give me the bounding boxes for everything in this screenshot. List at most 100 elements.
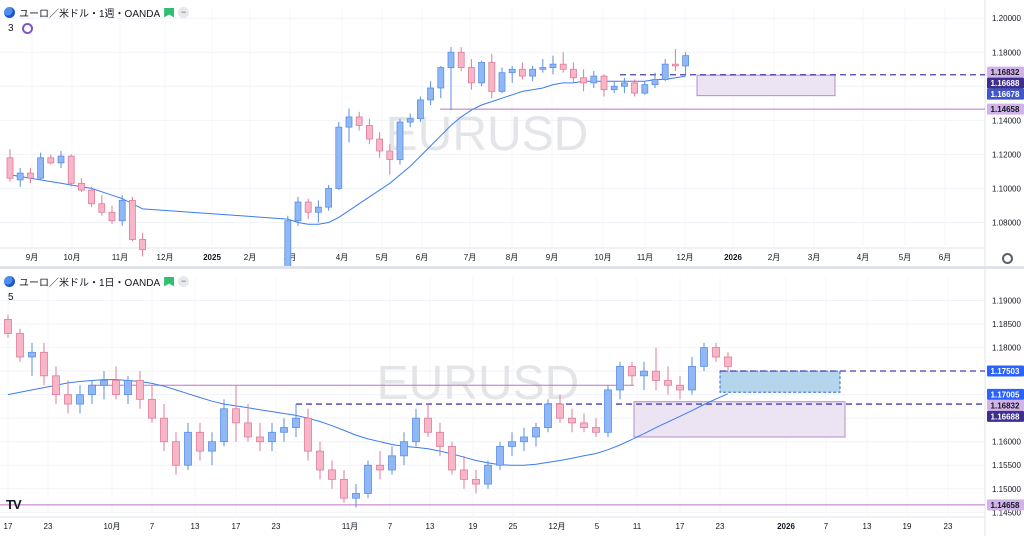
symbol-watermark: EURUSD [377,357,580,410]
time-tick-label: 11月 [637,253,653,262]
candle-body [208,441,216,452]
time-tick-label: 10月 [595,253,612,262]
time-tick-label: 7 [388,522,393,531]
candle-body [16,172,24,181]
candle-body [472,478,480,485]
price-label-text: 1.16832 [991,401,1020,410]
candle-body [488,62,496,92]
candle-body [508,441,516,447]
price-tick-label: 1.18000 [992,48,1021,57]
collapse-icon[interactable]: − [178,7,190,18]
time-tick-label: 10月 [104,522,121,531]
candle-body [437,67,445,89]
weekly-chart-svg[interactable]: 1.200001.180001.160001.140001.120001.100… [0,0,1024,267]
time-tick-label: 5 [595,522,600,531]
candle-body [580,422,588,428]
candle-body [460,469,468,480]
candle-body [424,417,432,433]
candle-body [457,51,465,68]
price-label-badge [987,66,1024,78]
candle-body [508,68,516,74]
eurusd-flag-icon [4,7,15,18]
time-tick-label: 5月 [899,253,911,262]
candle-body [388,455,396,471]
time-tick-label: 23 [272,522,281,531]
candle-body [136,380,144,400]
time-tick-label: 7 [824,522,829,531]
daily-chart-pane[interactable]: 1.190001.185001.180001.175001.170001.165… [0,269,1024,536]
daily-indicator-count[interactable]: 5 [8,292,14,303]
market-status-icon [164,276,175,287]
time-tick-label: 23 [716,522,725,531]
weekly-chart-pane[interactable]: 1.200001.180001.160001.140001.120001.100… [0,0,1024,267]
candle-body [416,99,424,120]
candle-body [436,431,444,447]
daily-chart-svg[interactable]: 1.190001.185001.180001.175001.170001.165… [0,269,1024,536]
candle-body [160,417,168,443]
candle-body [328,469,336,480]
time-tick-label: 17 [232,522,241,531]
candle-body [16,333,24,358]
sync-icon[interactable] [21,23,33,34]
price-tick-label: 1.14000 [992,116,1021,125]
time-tick-label: 7月 [464,253,476,262]
price-label-text: 1.17005 [991,390,1020,399]
time-tick-label: 3月 [808,253,820,262]
eurusd-flag-icon [4,276,15,287]
time-tick-label: 8月 [506,253,518,262]
time-tick-label: 7 [150,522,155,531]
candle-body [628,366,636,377]
candle-body [268,431,276,443]
candle-body [4,318,12,334]
candle-body [52,375,60,396]
candle-body [335,126,343,189]
candle-body [304,417,312,452]
candle-body [559,63,567,70]
candle-body [345,116,353,128]
candle-body [124,380,132,396]
time-tick-label: 17 [676,522,685,531]
candle-body [57,155,65,164]
candle-body [556,403,564,419]
price-tick-label: 1.18000 [992,344,1021,353]
candle-body [355,116,363,126]
candle-body [412,417,420,443]
candle-body [496,446,504,466]
candle-body [427,87,435,101]
time-tick-label: 2月 [244,253,256,262]
weekly-symbol-title[interactable]: ユーロ／米ドル・1週・OANDA [19,9,161,20]
candle-body [688,366,696,391]
symbol-watermark: EURUSD [386,108,589,161]
pane-divider[interactable] [0,266,1024,269]
candle-body [76,394,84,405]
price-tick-label: 1.10000 [992,184,1021,193]
candle-body [651,79,659,85]
candle-body [529,68,536,77]
candle-body [568,417,576,424]
time-tick-label: 11 [633,522,642,531]
candle-body [641,84,649,94]
time-tick-label: 25 [509,522,518,531]
time-tick-label: 12月 [549,522,566,531]
candle-body [661,63,669,80]
price-label-badge [987,77,1024,89]
candle-body [610,85,618,91]
candle-body [539,67,547,70]
support-zone-blue [719,370,841,393]
weekly-indicator-count[interactable]: 3 [8,23,14,34]
candle-body [148,398,156,419]
candle-body [256,436,264,443]
price-tick-label: 1.20000 [992,14,1021,23]
candle-body [340,478,348,499]
daily-symbol-title[interactable]: ユーロ／米ドル・1日・OANDA [19,278,161,289]
collapse-icon[interactable]: − [178,276,190,287]
settings-gear-icon[interactable] [1002,253,1013,264]
candle-body [88,189,95,205]
candle-body [244,422,252,438]
candle-body [40,351,48,377]
price-label-text: 1.16678 [991,90,1020,99]
candle-body [284,220,292,267]
candle-body [376,138,384,152]
candle-body [88,384,96,396]
candle-body [640,370,648,377]
